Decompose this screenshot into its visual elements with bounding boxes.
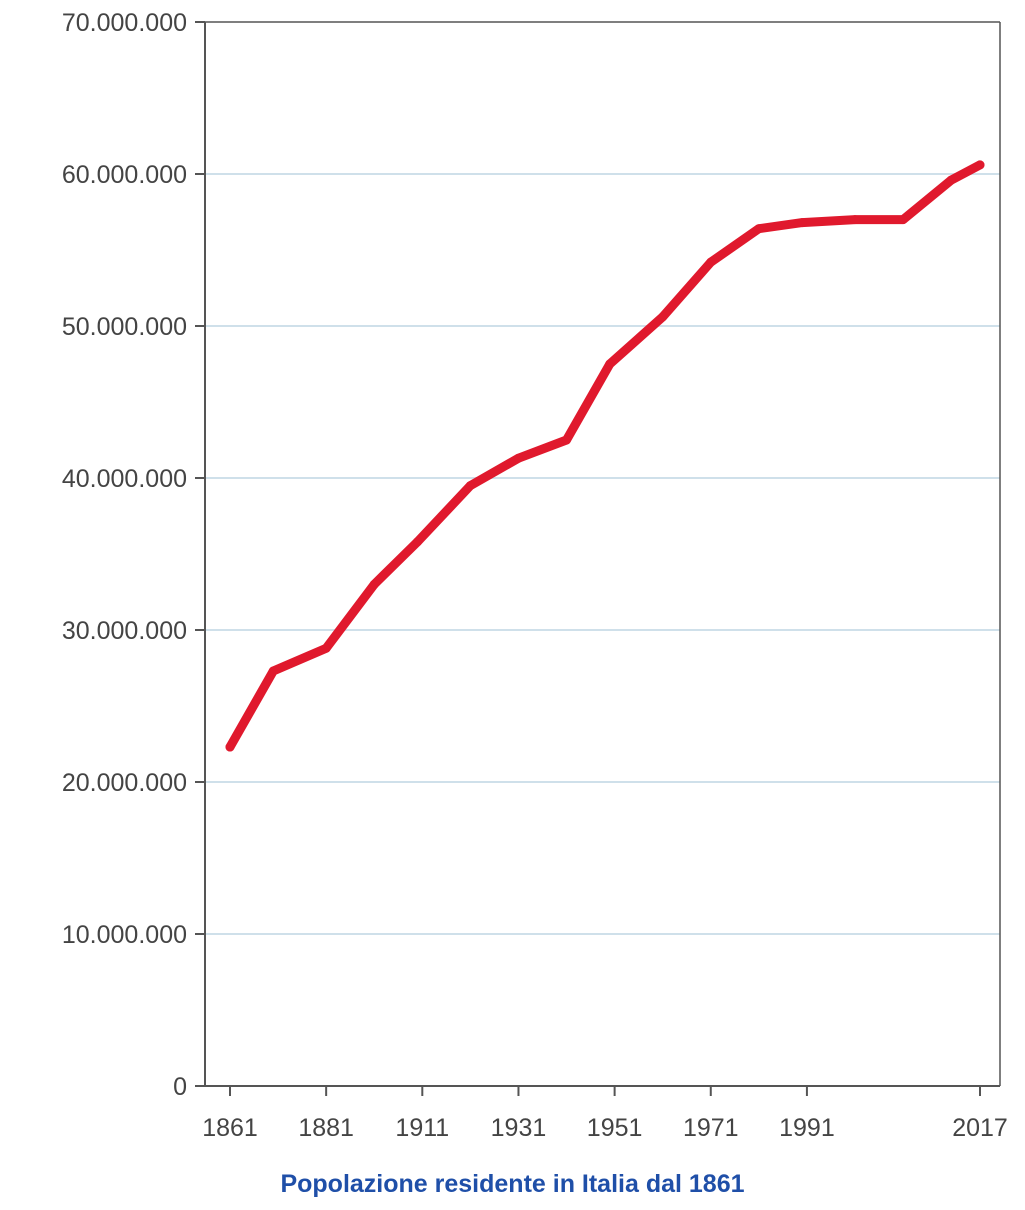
data-point: [321, 643, 331, 653]
y-tick-label: 40.000.000: [62, 465, 187, 493]
data-point: [797, 218, 807, 228]
x-tick-label: 1881: [298, 1114, 354, 1142]
data-point: [465, 481, 475, 491]
axes: [204, 21, 1001, 1087]
x-tick-label: 1931: [491, 1114, 547, 1142]
data-point: [946, 175, 956, 185]
y-tick-label: 20.000.000: [62, 769, 187, 797]
data-point: [268, 666, 278, 676]
x-tick-label: 1951: [587, 1114, 643, 1142]
y-tick-label: 60.000.000: [62, 161, 187, 189]
data-point: [975, 160, 985, 170]
data-point: [513, 453, 523, 463]
chart-title: Popolazione residente in Italia dal 1861: [280, 1170, 745, 1198]
data-point: [413, 537, 422, 547]
y-tick-label: 30.000.000: [62, 617, 187, 645]
axis-ticks: 0 10.000.000 20.000.000 30.000.000 40.000.00…: [62, 9, 1008, 1142]
y-tick-label: 70.000.000: [62, 9, 187, 37]
x-tick-label: 1991: [779, 1114, 835, 1142]
x-tick-label: 1971: [683, 1114, 739, 1142]
data-series: [225, 160, 985, 752]
data-point: [898, 215, 908, 225]
x-tick-label: 1861: [202, 1114, 258, 1142]
data-point: [850, 215, 860, 225]
data-point: [562, 435, 572, 445]
plot-background: [205, 22, 1000, 1086]
data-point: [605, 359, 615, 369]
y-tick-label: 50.000.000: [62, 313, 187, 341]
data-point: [369, 579, 379, 589]
data-point: [754, 224, 764, 234]
x-tick-label: 2017: [952, 1114, 1008, 1142]
x-tick-label: 1911: [395, 1114, 449, 1142]
y-tick-label: 10.000.000: [62, 921, 187, 949]
data-point: [225, 742, 235, 752]
line-chart: 0 10.000.000 20.000.000 30.000.000 40.000.00…: [62, 9, 1008, 1142]
data-point: [706, 257, 716, 267]
y-tick-label: 0: [173, 1073, 187, 1101]
data-point: [658, 312, 668, 322]
